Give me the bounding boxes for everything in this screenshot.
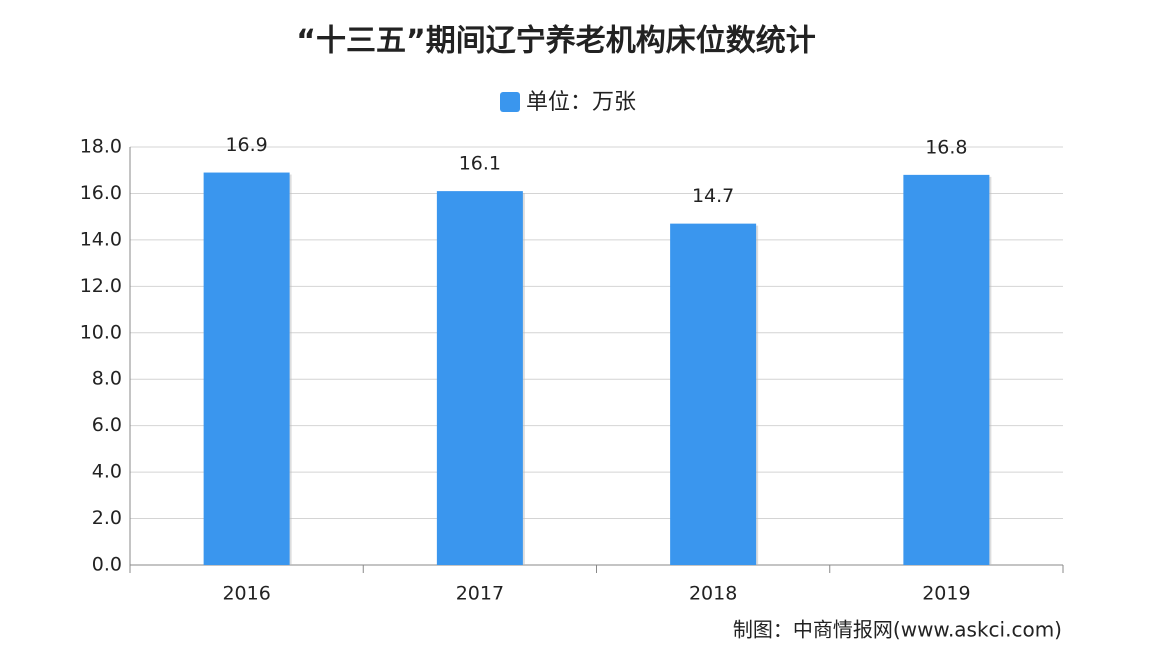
data-label: 16.1	[459, 153, 501, 175]
x-tick-label: 2019	[922, 583, 970, 605]
y-tick-label: 14.0	[80, 228, 122, 250]
x-tick-label: 2017	[456, 583, 504, 605]
bar	[436, 191, 523, 565]
y-tick-label: 18.0	[80, 136, 122, 158]
y-tick-label: 12.0	[80, 275, 122, 297]
source-note: 制图：中商情报网(www.askci.com)	[733, 618, 1062, 642]
y-tick-label: 2.0	[92, 507, 122, 529]
y-tick-label: 0.0	[92, 554, 122, 576]
data-label: 16.8	[925, 136, 967, 158]
x-tick-label: 2016	[222, 583, 270, 605]
y-tick-label: 10.0	[80, 321, 122, 343]
y-tick-label: 16.0	[80, 182, 122, 204]
bar	[670, 223, 757, 565]
legend-label: 单位：万张	[526, 90, 636, 115]
data-label: 16.9	[225, 134, 267, 156]
bar	[903, 174, 990, 565]
chart-title: “十三五”期间辽宁养老机构床位数统计	[296, 24, 815, 59]
legend-swatch	[500, 92, 520, 112]
y-tick-label: 8.0	[92, 368, 122, 390]
y-tick-label: 6.0	[92, 414, 122, 436]
y-tick-label: 4.0	[92, 461, 122, 483]
data-label: 14.7	[692, 185, 734, 207]
x-tick-label: 2018	[689, 583, 737, 605]
bar	[203, 172, 290, 566]
